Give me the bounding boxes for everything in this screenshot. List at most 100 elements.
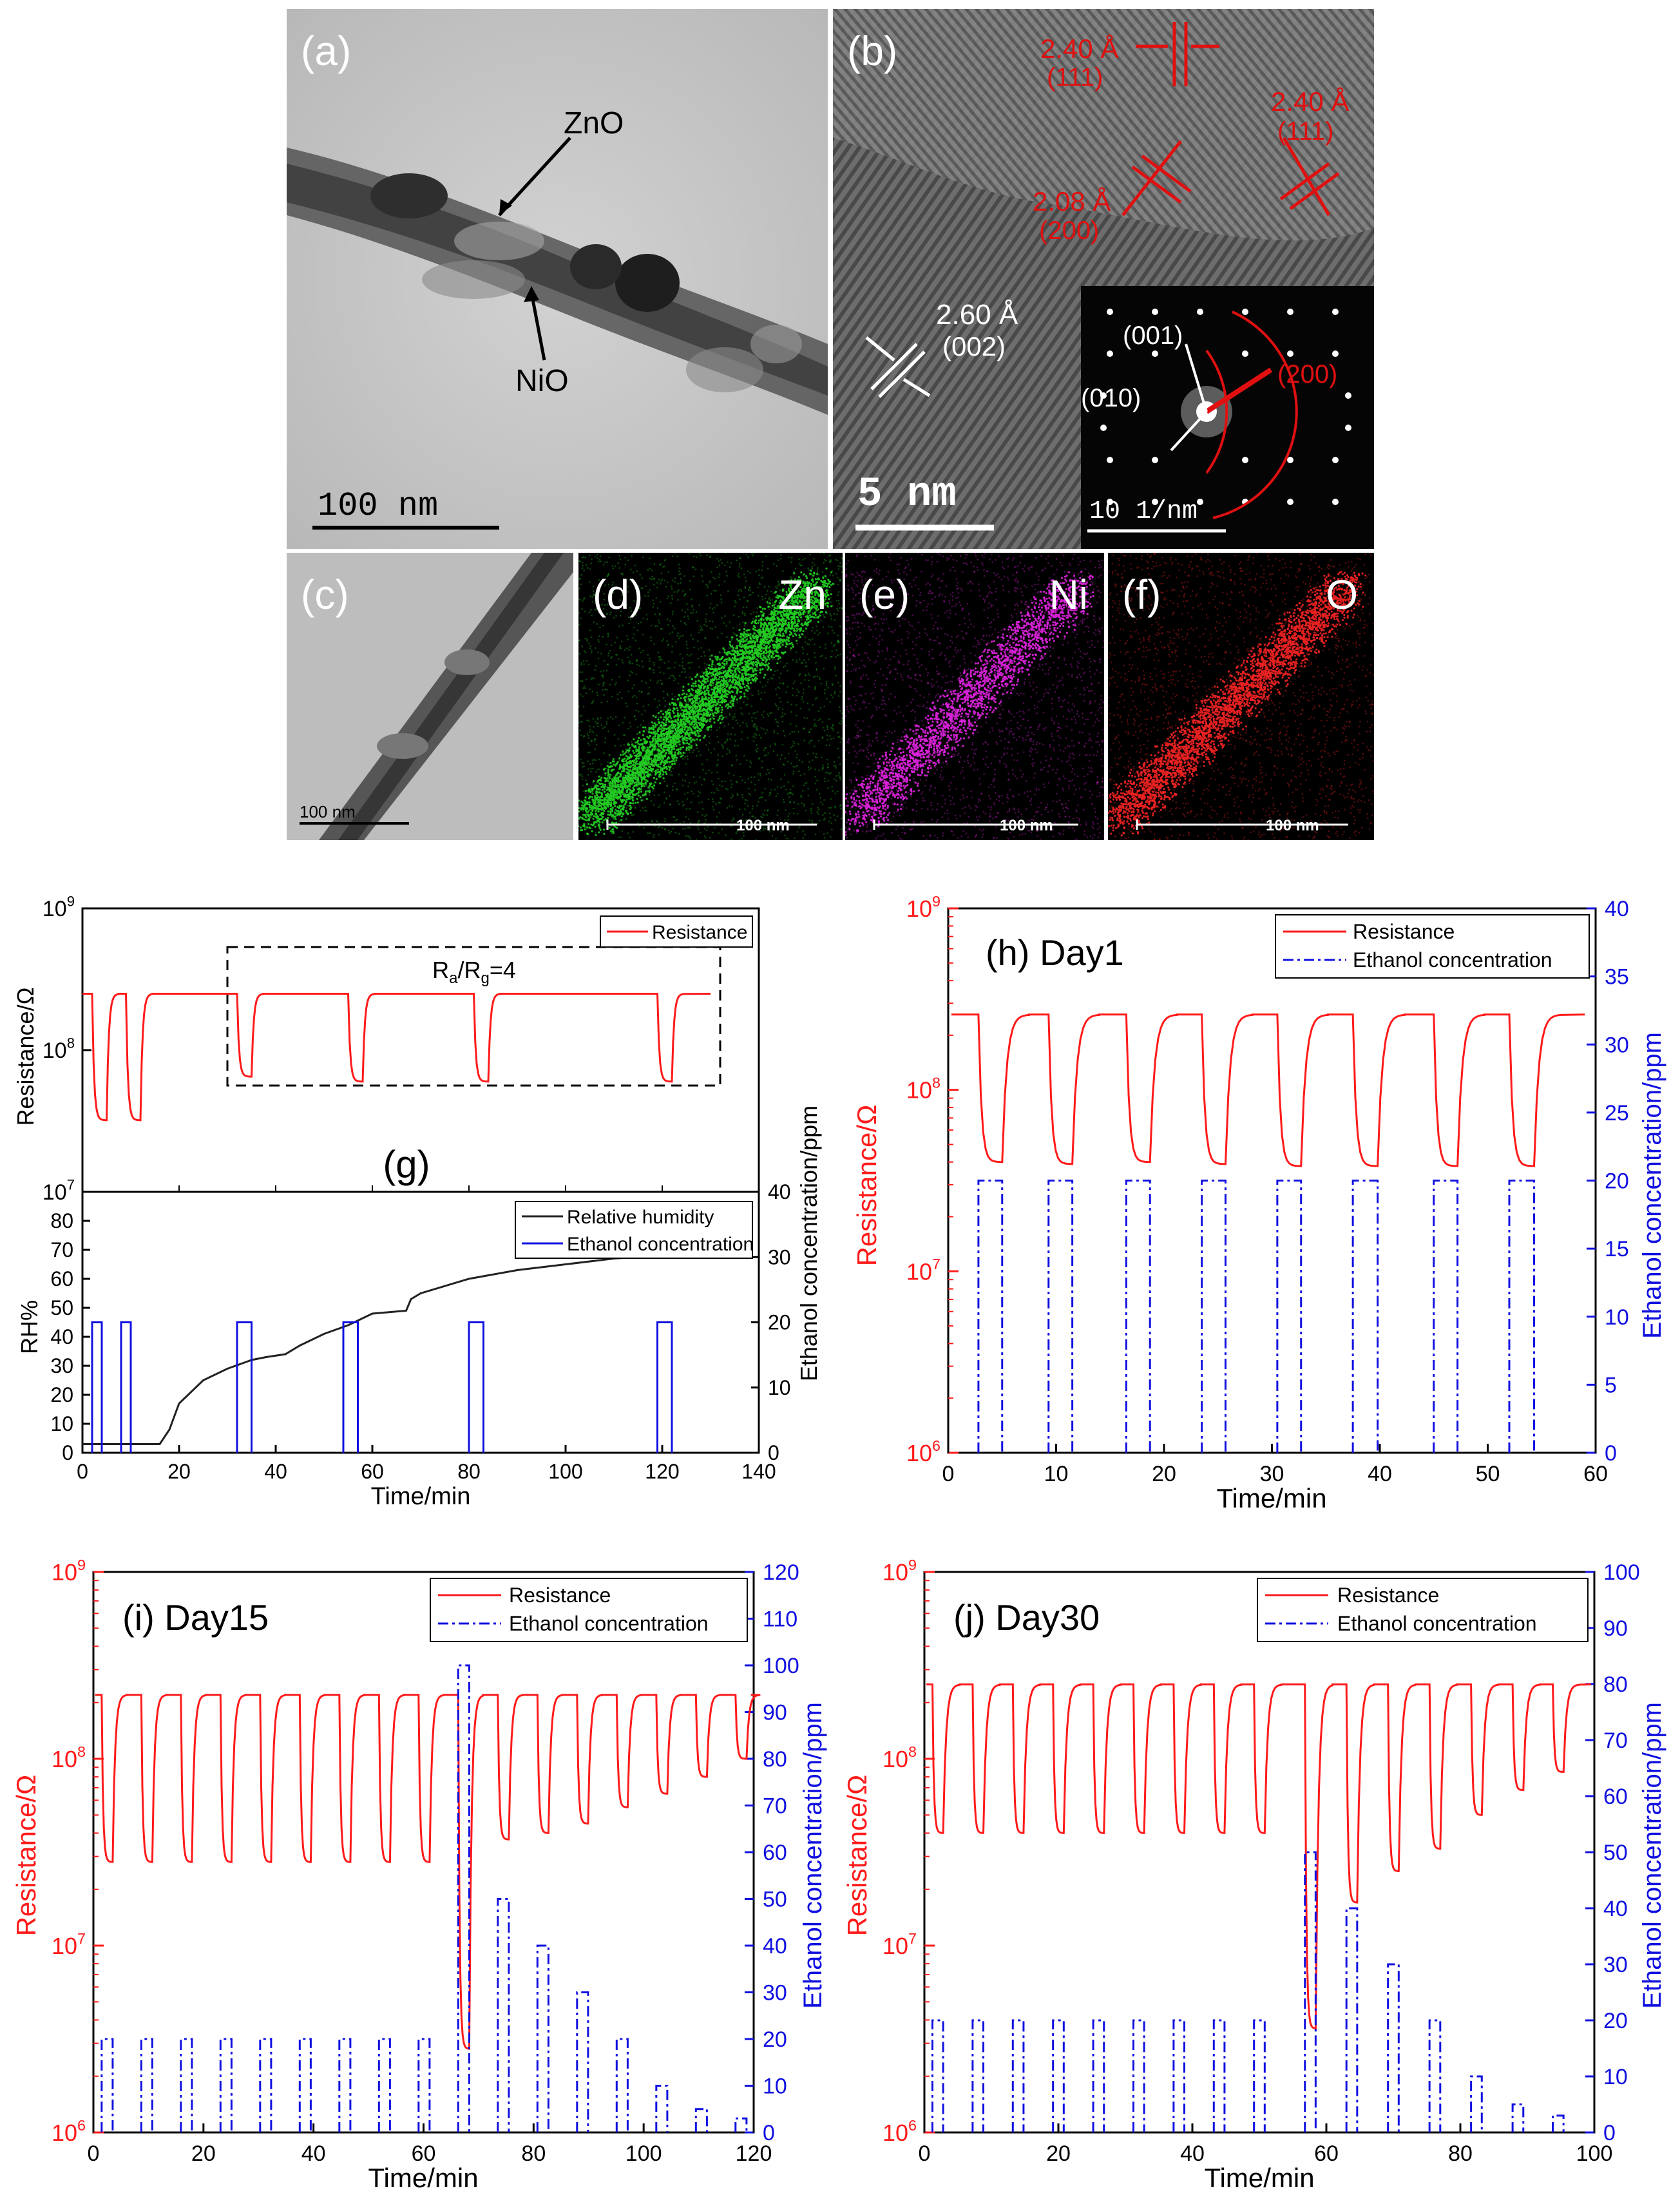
- eds-dot: [654, 698, 656, 700]
- eds-dot: [632, 745, 635, 747]
- eds-dot: [758, 734, 761, 736]
- eds-dot: [730, 733, 732, 735]
- eds-dot: [752, 805, 754, 807]
- eds-dot: [639, 809, 642, 812]
- eds-dot: [717, 698, 720, 701]
- eds-dot: [607, 816, 609, 819]
- eds-dot: [782, 683, 784, 685]
- eds-dot: [823, 604, 826, 607]
- eds-dot: [632, 787, 635, 789]
- eds-dot: [580, 773, 582, 776]
- eds-dot: [761, 760, 764, 763]
- eds-dot: [838, 602, 840, 605]
- eds-dot: [823, 553, 825, 555]
- eds-dot: [624, 716, 625, 719]
- eds-dot: [776, 814, 778, 816]
- panel-c-image: [287, 553, 573, 840]
- eds-dot: [700, 569, 703, 571]
- eds-dot: [611, 778, 614, 781]
- eds-dot: [586, 719, 588, 722]
- eds-dot: [672, 758, 674, 761]
- eds-dot: [692, 792, 694, 795]
- eds-dot: [832, 629, 834, 632]
- eds-dot: [586, 640, 588, 642]
- plane-2: (111): [1277, 117, 1334, 146]
- eds-dot: [768, 713, 771, 714]
- eds-dot: [587, 720, 590, 722]
- eds-dot: [784, 819, 786, 821]
- eds-dot: [714, 694, 716, 696]
- eds-dot: [690, 653, 692, 656]
- eds-dot: [841, 565, 843, 568]
- eds-dot: [689, 580, 691, 582]
- eds-dot: [662, 761, 665, 764]
- eds-dot: [807, 643, 808, 645]
- eds-dot: [658, 759, 660, 761]
- eds-dot: [688, 711, 691, 714]
- eds-dot: [808, 644, 810, 646]
- eds-dot: [800, 682, 802, 684]
- eds-dot: [711, 711, 713, 714]
- panel-c-tem: (c) 100 nm: [287, 553, 573, 840]
- eds-dot: [808, 675, 811, 676]
- eds-dot: [693, 646, 696, 649]
- eds-dot: [587, 734, 589, 737]
- eds-dot: [750, 593, 752, 596]
- eds-dot: [581, 608, 583, 610]
- eds-dot: [776, 705, 778, 707]
- eds-dot: [625, 604, 628, 606]
- eds-dot: [594, 669, 596, 671]
- eds-dot: [750, 673, 752, 676]
- eds-dot: [593, 593, 595, 595]
- eds-dot: [758, 758, 760, 760]
- eds-dot: [740, 763, 741, 765]
- eds-dot: [689, 588, 691, 591]
- eds-dot: [808, 610, 811, 613]
- eds-dot: [611, 695, 613, 698]
- eds-dot: [626, 758, 629, 761]
- eds-dot: [595, 722, 598, 725]
- eds-dot: [667, 644, 669, 647]
- eds-dot: [653, 794, 656, 796]
- eds-dot: [647, 595, 649, 597]
- eds-dot: [756, 726, 758, 728]
- eds-dot: [841, 608, 843, 609]
- eds-dot: [784, 629, 787, 631]
- eds-dot: [578, 810, 580, 813]
- eds-dot: [591, 677, 593, 679]
- eds-dot: [836, 608, 838, 610]
- eds-dot: [622, 662, 624, 664]
- eds-dot: [760, 611, 763, 613]
- eds-dot: [797, 585, 799, 587]
- eds-dot: [687, 835, 689, 837]
- eds-dot: [713, 589, 716, 591]
- eds-dot: [719, 801, 721, 804]
- eds-dot: [739, 697, 741, 700]
- eds-dot: [635, 659, 638, 662]
- eds-dot: [602, 564, 605, 566]
- eds-dot: [593, 621, 595, 624]
- eds-dot: [703, 624, 705, 626]
- eds-dot: [682, 784, 684, 787]
- eds-dot: [773, 729, 776, 732]
- eds-dot: [721, 755, 723, 757]
- eds-dot: [724, 691, 727, 694]
- eds-dot: [803, 773, 806, 775]
- eds-dot: [790, 618, 793, 621]
- eds-dot: [709, 556, 711, 559]
- eds-dot: [744, 612, 746, 615]
- eds-dot: [620, 745, 622, 747]
- eds-dot: [580, 617, 582, 620]
- eds-dot: [785, 691, 787, 694]
- eds-dot: [594, 821, 597, 823]
- eds-dot: [837, 565, 839, 567]
- eds-dot: [659, 564, 661, 566]
- eds-dot: [710, 752, 712, 754]
- eds-dot: [696, 674, 698, 676]
- eds-dot: [707, 689, 710, 693]
- eds-dot: [656, 728, 659, 731]
- panel-d-image: [578, 553, 843, 840]
- eds-dot: [759, 698, 762, 700]
- eds-dot: [674, 678, 676, 680]
- eds-dot: [712, 832, 714, 834]
